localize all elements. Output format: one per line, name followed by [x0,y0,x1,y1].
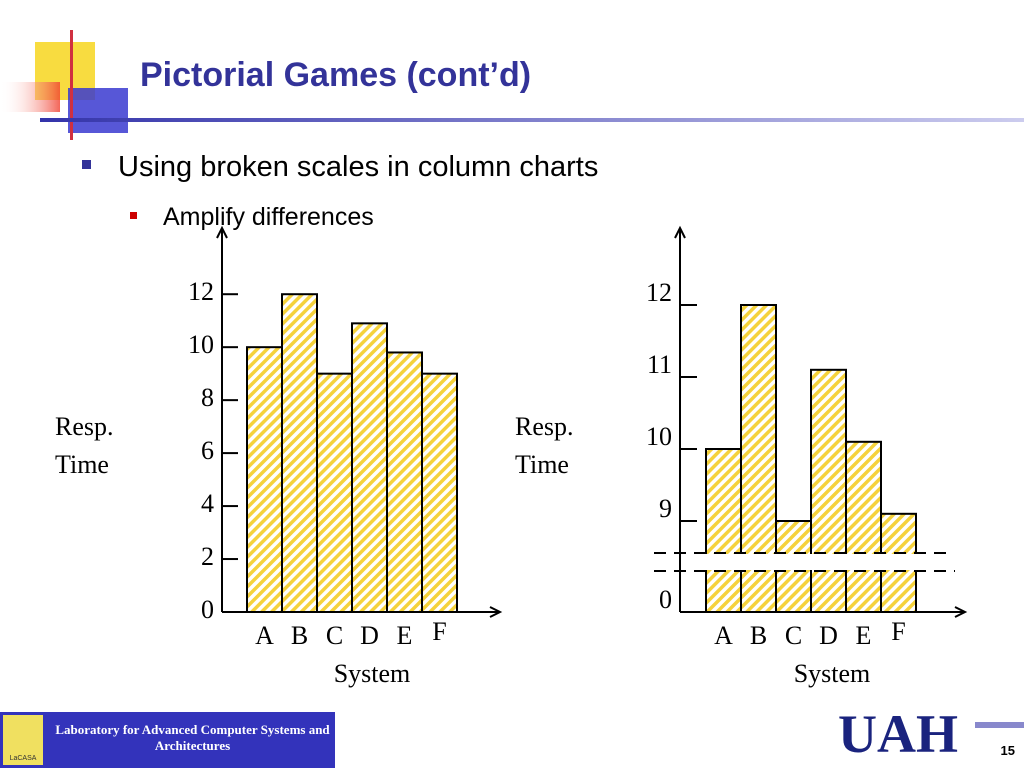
x-tick-label: C [785,621,802,650]
x-tick-label: C [326,621,343,650]
y-axis-label: Resp. Time [515,412,574,479]
decoration [0,30,1024,140]
y-tick-label: 8 [201,383,214,412]
y-tick-label: 0 [659,585,672,614]
x-tick-label: D [360,621,379,650]
y-axis-arrow [674,225,686,239]
y-tick-label: 9 [659,494,672,523]
x-tick-label: F [432,617,446,646]
x-axis-label: System [794,659,871,688]
y-axis-label: Resp. Time [55,412,114,479]
bar [351,322,388,613]
page-number: 15 [1001,743,1015,758]
y-tick-label: 2 [201,542,214,571]
bar [845,440,882,613]
footer-box: Laboratory for Advanced Computer Systems… [55,722,330,753]
x-axis-arrow [954,606,968,618]
footer-lab: Laboratory for Advanced Computer Systems… [55,722,330,753]
bullet-icon [82,160,91,169]
x-axis-arrow [489,606,503,618]
x-tick-label: B [750,621,767,650]
x-tick-label: E [397,621,413,650]
sub-bullet: Amplify differences [163,203,374,231]
break-gap [704,554,918,570]
y-tick-label: 10 [188,330,214,359]
bullet: Using broken scales in column charts [118,151,598,183]
x-tick-label: F [891,617,905,646]
y-tick-label: 6 [201,436,214,465]
y-tick-label: 12 [646,278,672,307]
x-tick-label: E [856,621,872,650]
bar [705,448,742,613]
university: UAH [838,704,958,764]
bar [810,368,847,613]
y-tick-label: 4 [201,489,214,518]
x-tick-label: B [291,621,308,650]
y-axis-arrow [216,225,228,239]
footer: LaCASA Laboratory for Advanced Computer … [0,704,1024,768]
bar [386,351,423,613]
y-tick-label: 10 [646,422,672,451]
x-tick-label: A [255,621,274,650]
y-tick-label: 0 [201,595,214,624]
bar [421,372,458,614]
bar [246,346,283,613]
slide-title: Pictorial Games (cont’d) [140,56,531,94]
x-tick-label: D [819,621,838,650]
y-tick-label: 12 [188,277,214,306]
logo-text: LaCASA [10,755,37,762]
bar [281,293,318,613]
bullet-icon [130,212,137,219]
bar [316,372,353,614]
y-tick-label: 11 [647,350,672,379]
x-axis-label: System [334,659,411,688]
x-tick-label: A [714,621,733,650]
